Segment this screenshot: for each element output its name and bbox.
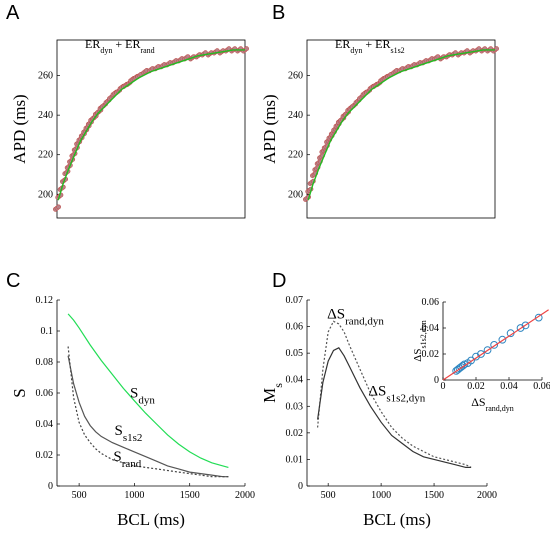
y-tick-label: 0 — [434, 375, 439, 386]
y-tick-label: 220 — [288, 150, 303, 161]
y-tick-label: 0.02 — [36, 450, 54, 461]
panel-annotation: ERdyn + ERrand — [85, 37, 155, 55]
y-tick-label: 0.04 — [286, 375, 304, 386]
series-line-1 — [442, 309, 549, 381]
y-tick-label: 0 — [298, 481, 303, 492]
series-label-1: ΔSs1s2,dyn — [368, 384, 425, 405]
data-point — [460, 360, 469, 369]
y-axis-title: APD (ms) — [10, 94, 29, 163]
x-axis-title: BCL (ms) — [117, 510, 185, 529]
data-point — [521, 321, 530, 330]
y-tick-label: 260 — [288, 71, 303, 82]
x-tick-label: 0.04 — [500, 381, 518, 392]
y-tick-label: 0.08 — [36, 357, 54, 368]
x-tick-label: 1500 — [180, 490, 200, 501]
y-tick-label: 0.03 — [286, 401, 304, 412]
y-tick-label: 0.06 — [422, 297, 440, 308]
y-tick-label: 0.05 — [286, 348, 304, 359]
y-tick-label: 0.12 — [36, 295, 54, 306]
y-axis-title: Ms — [260, 383, 285, 403]
series-0 — [302, 46, 499, 202]
y-tick-label: 240 — [288, 110, 303, 121]
data-point — [498, 335, 507, 344]
y-tick-label: 0.07 — [286, 295, 304, 306]
y-tick-label: 0.06 — [286, 322, 304, 333]
series-line-0 — [317, 320, 472, 468]
data-point — [494, 46, 499, 52]
y-tick-label: 0.06 — [36, 388, 54, 399]
series-line-1 — [57, 49, 245, 201]
x-tick-label: 1000 — [371, 490, 391, 501]
plot-frame — [56, 39, 246, 219]
series-line-1 — [307, 49, 495, 201]
x-tick-label: 2000 — [477, 490, 497, 501]
chart-a: 200 220 240 260 ERdyn + ERrand APD (ms) — [10, 37, 249, 219]
panel-label-c: C — [6, 270, 21, 292]
data-point — [244, 46, 249, 52]
x-tick-label: 500 — [321, 490, 336, 501]
panel-label-a: A — [6, 2, 20, 24]
chart-b: 200 220 240 260 ERdyn + ERs1s2 APD (ms) — [260, 37, 499, 219]
y-tick-label: 240 — [38, 110, 53, 121]
x-tick-label: 500 — [72, 490, 87, 501]
series-line-1 — [67, 355, 229, 478]
data-point — [56, 204, 61, 210]
y-tick-label: 0.04 — [36, 419, 54, 430]
x-axis-title: ΔSrand,dyn — [471, 395, 514, 413]
y-tick-label: 0 — [48, 481, 53, 492]
series-line-1 — [317, 347, 472, 468]
x-tick-label: 2000 — [235, 490, 255, 501]
data-point — [458, 361, 467, 370]
y-tick-label: 0.1 — [41, 326, 54, 337]
x-tick-label: 1500 — [424, 490, 444, 501]
series-label-0: ΔSrand,dyn — [327, 307, 384, 328]
data-point — [467, 356, 475, 365]
panel-label-b: B — [272, 2, 286, 24]
y-axis-title: APD (ms) — [260, 94, 279, 163]
x-tick-label: 0.06 — [533, 381, 550, 392]
chart-d: 0 0.01 0.02 0.03 0.04 0.05 0.06 0.07 500 1000 1500… — [260, 295, 497, 529]
chart-d-inset: 0 0.02 0.04 0.06 0 0.02 0.04 0.06 ΔSs1s2,dyn ΔSra… — [412, 297, 550, 413]
panel-annotation: ERdyn + ERs1s2 — [335, 37, 405, 55]
series-label-1: Ss1s2 — [115, 423, 143, 444]
x-tick-label: 0.02 — [467, 381, 485, 392]
series-label-2: Srand — [113, 449, 141, 470]
y-tick-label: 200 — [288, 189, 303, 200]
y-axis-title: S — [10, 388, 29, 397]
y-axis-title: ΔSs1s2,dyn — [412, 320, 428, 361]
data-point — [477, 350, 485, 358]
x-tick-label: 1000 — [124, 490, 144, 501]
data-point — [483, 346, 492, 355]
x-axis-title: BCL (ms) — [363, 510, 431, 529]
y-tick-label: 220 — [38, 150, 53, 161]
y-tick-label: 0.01 — [286, 454, 304, 465]
chart-c: 0 0.02 0.04 0.06 0.08 0.1 0.12 500 1000 1500 2000 S… — [10, 295, 255, 529]
series-0 — [452, 313, 543, 375]
data-point — [472, 352, 480, 361]
data-point — [534, 313, 543, 322]
y-tick-label: 0.02 — [422, 349, 440, 360]
plot-frame — [306, 39, 496, 219]
y-tick-label: 0.04 — [422, 323, 440, 334]
series-line-0 — [67, 313, 229, 468]
x-tick-label: 0 — [441, 381, 446, 392]
data-point — [516, 324, 525, 332]
y-tick-label: 200 — [38, 189, 53, 200]
data-point — [490, 341, 499, 349]
panel-label-d: D — [272, 270, 287, 292]
y-tick-label: 260 — [38, 71, 53, 82]
series-label-0: Sdyn — [130, 386, 155, 407]
y-tick-label: 0.02 — [286, 428, 304, 439]
